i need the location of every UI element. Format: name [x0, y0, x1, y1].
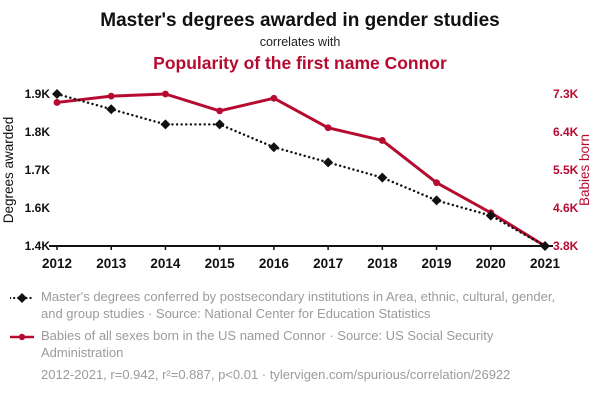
svg-text:2016: 2016 — [259, 256, 290, 271]
svg-text:Babies born: Babies born — [577, 134, 592, 206]
svg-text:2020: 2020 — [476, 256, 506, 271]
svg-text:1.7K: 1.7K — [25, 163, 51, 177]
svg-text:2014: 2014 — [150, 256, 181, 271]
chart-title-primary: Master's degrees awarded in gender studi… — [100, 10, 500, 31]
legend-item-degrees: Master's degrees conferred by postsecond… — [10, 289, 592, 322]
chart-title-secondary: Popularity of the first name Connor — [153, 53, 447, 73]
svg-text:1.8K: 1.8K — [25, 125, 51, 139]
black-dotted-line-diamond-icon — [10, 293, 34, 303]
svg-text:5.5K: 5.5K — [553, 163, 579, 177]
svg-text:2013: 2013 — [96, 256, 127, 271]
svg-text:2017: 2017 — [313, 256, 343, 271]
svg-text:2015: 2015 — [205, 256, 236, 271]
red-line-dot-icon — [10, 333, 34, 341]
legend-stats-text: 2012-2021, r=0.942, r²=0.887, p<0.01 · t… — [41, 367, 511, 382]
svg-text:6.4K: 6.4K — [553, 125, 579, 139]
dual-axis-line-chart: 1.9K 1.8K 1.7K 1.6K 1.4K 7.3K 6.4K 5.5K 4.6K 3.8K… — [1, 87, 592, 271]
svg-text:2019: 2019 — [422, 256, 452, 271]
legend-stats-row: 2012-2021, r=0.942, r²=0.887, p<0.01 · t… — [10, 367, 592, 384]
chart-legend: Master's degrees conferred by postsecond… — [0, 283, 600, 384]
svg-text:2021: 2021 — [530, 256, 561, 271]
correlates-with-label: correlates with — [259, 35, 341, 49]
legend-text-babies: Babies of all sexes born in the US named… — [41, 328, 494, 360]
legend-text-degrees: Master's degrees conferred by postsecond… — [41, 289, 556, 321]
svg-text:1.4K: 1.4K — [25, 239, 51, 253]
svg-text:2012: 2012 — [42, 256, 72, 271]
svg-text:7.3K: 7.3K — [553, 87, 579, 101]
svg-text:1.9K: 1.9K — [25, 87, 51, 101]
svg-text:Degrees awarded: Degrees awarded — [1, 117, 16, 224]
svg-text:3.8K: 3.8K — [553, 239, 579, 253]
svg-text:1.6K: 1.6K — [25, 201, 51, 215]
svg-text:4.6K: 4.6K — [553, 201, 579, 215]
svg-text:2018: 2018 — [367, 256, 398, 271]
legend-item-babies: Babies of all sexes born in the US named… — [10, 328, 592, 361]
